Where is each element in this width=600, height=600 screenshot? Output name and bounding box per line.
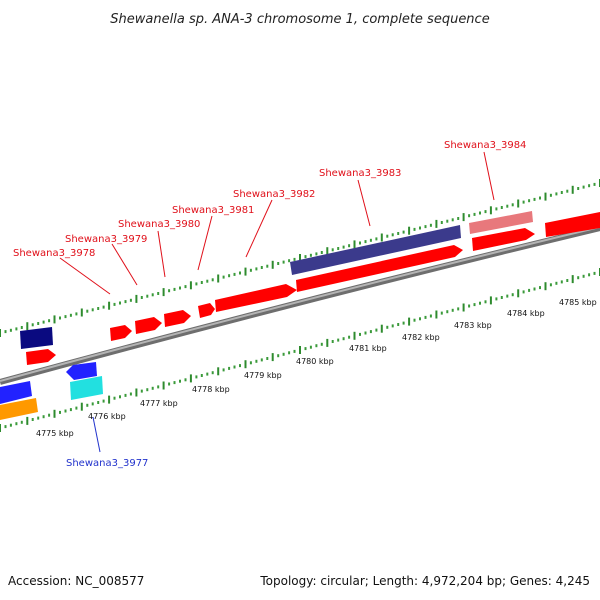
reverse-features	[0, 362, 103, 420]
topology-text: Topology: circular; Length: 4,972,204 bp…	[259, 574, 590, 588]
gene-shewana3-3981[interactable]	[198, 303, 215, 318]
gene-shewana3-3980[interactable]	[164, 310, 191, 327]
gene-label[interactable]: Shewana3_3983	[319, 168, 401, 179]
gene-label[interactable]: Shewana3_3981	[172, 205, 254, 216]
chromosome-backbone-highlight	[0, 226, 600, 382]
gene-labels: Shewana3_3978 Shewana3_3979 Shewana3_398…	[13, 140, 526, 469]
gene-label[interactable]: Shewana3_3980	[118, 219, 200, 230]
kbp-label: 4782 kbp	[402, 333, 440, 342]
kbp-label: 4779 kbp	[244, 371, 282, 380]
gene-feature-cyan[interactable]	[70, 376, 103, 400]
gene-feature-pink[interactable]	[469, 211, 533, 234]
gene-feature-purple[interactable]	[290, 225, 461, 275]
gene-feature[interactable]	[20, 327, 53, 349]
gene-label[interactable]: Shewana3_3982	[233, 189, 315, 200]
kbp-label: 4781 kbp	[349, 344, 387, 353]
kbp-label: 4775 kbp	[36, 429, 74, 438]
label-leaders	[59, 151, 495, 453]
gene-shewana3-3979[interactable]	[135, 317, 162, 334]
leader-line	[59, 257, 111, 295]
gene-label[interactable]: Shewana3_3978	[13, 248, 95, 259]
leader-line	[197, 215, 213, 271]
gene-shewana3-3978[interactable]	[110, 325, 132, 341]
gene-shewana3-3982[interactable]	[215, 284, 297, 312]
gene-shewana3-3984[interactable]	[472, 228, 535, 251]
kbp-label: 4777 kbp	[140, 399, 178, 408]
gene-label[interactable]: Shewana3_3977	[66, 458, 148, 469]
gene-label[interactable]: Shewana3_3979	[65, 234, 147, 245]
gene-shewana3-3983[interactable]	[296, 245, 463, 292]
kbp-scale: 4775 kbp 4776 kbp 4777 kbp 4778 kbp 4779…	[36, 298, 597, 438]
kbp-label: 4778 kbp	[192, 385, 230, 394]
leader-line	[357, 179, 371, 227]
gene-shewana3-3977[interactable]	[66, 362, 97, 380]
inner-tick-track	[0, 268, 600, 432]
kbp-label: 4785 kbp	[559, 298, 597, 307]
kbp-label: 4776 kbp	[88, 412, 126, 421]
gene-feature[interactable]	[26, 349, 56, 365]
gene-label[interactable]: Shewana3_3984	[444, 140, 526, 151]
leader-line	[483, 151, 495, 201]
forward-features	[20, 211, 600, 365]
leader-line	[157, 230, 166, 278]
outer-tick-track	[0, 179, 600, 337]
kbp-label: 4780 kbp	[296, 357, 334, 366]
kbp-label: 4783 kbp	[454, 321, 492, 330]
map-title: Shewanella sp. ANA-3 chromosome 1, compl…	[110, 12, 489, 27]
gene-feature-orange[interactable]	[0, 398, 38, 420]
leader-line	[111, 243, 138, 286]
kbp-label: 4784 kbp	[507, 309, 545, 318]
gene-feature[interactable]	[545, 212, 600, 237]
leader-line	[92, 416, 101, 453]
leader-line	[245, 199, 273, 258]
gene-feature[interactable]	[0, 381, 32, 404]
accession-text: Accession: NC_008577	[8, 574, 144, 588]
